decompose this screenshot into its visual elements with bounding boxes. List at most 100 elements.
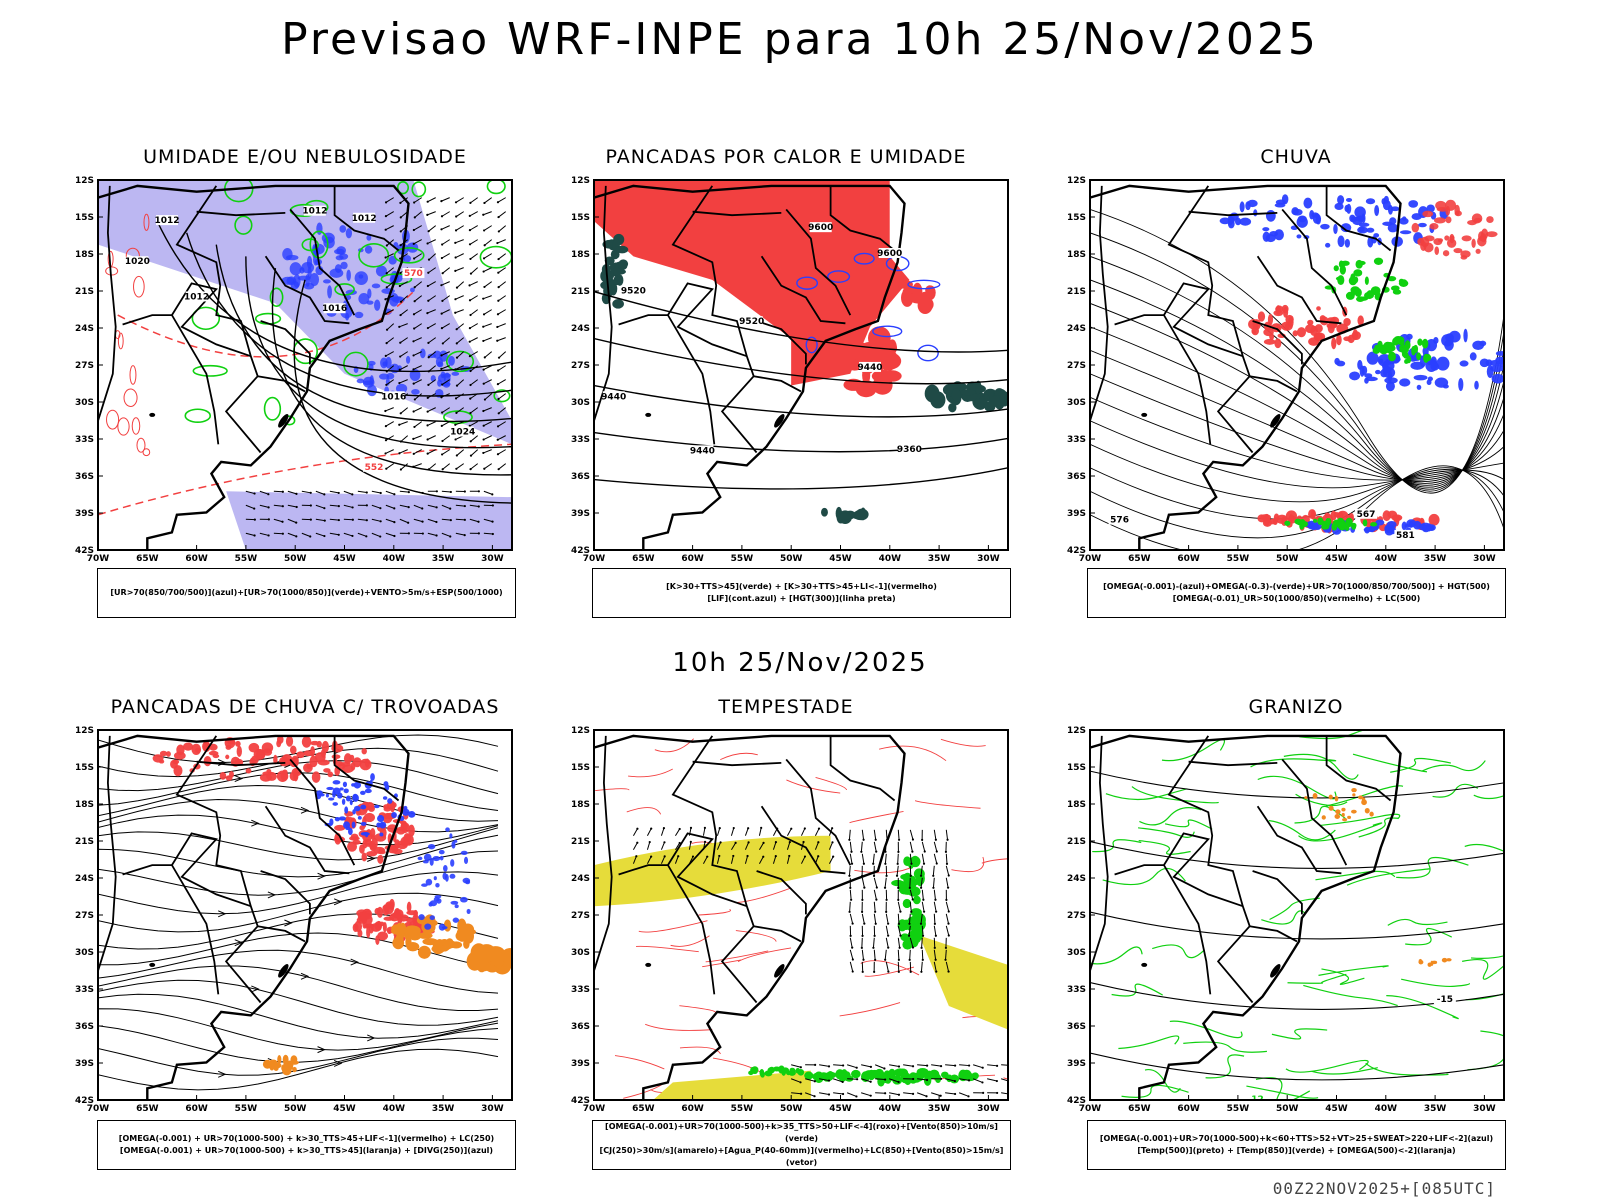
temp850-line [1320, 813, 1401, 827]
lat-label: 36S [75, 472, 94, 482]
wind-vector-head [869, 1094, 872, 1097]
wind-vector [897, 913, 900, 924]
state-border [264, 255, 350, 325]
data-blob [1331, 337, 1337, 350]
wind-vector [428, 463, 437, 470]
lat-label: 18S [571, 250, 590, 260]
data-blob [1404, 358, 1409, 364]
wind-vector-head [848, 874, 851, 877]
wind-vector [897, 949, 900, 960]
wind-vector-head [427, 370, 430, 373]
wind-vector-head [399, 341, 402, 344]
wind-vector-head [449, 519, 452, 522]
data-blob [900, 919, 914, 928]
green-contour [445, 350, 475, 373]
data-blob [1262, 227, 1270, 232]
data-blob [1364, 276, 1369, 285]
data-blob [380, 357, 388, 369]
wind-vector [833, 1092, 844, 1095]
data-blob [1354, 206, 1366, 219]
wind-vector [660, 856, 666, 864]
wind-vector-head [497, 412, 500, 415]
contour-label-bg [898, 444, 921, 455]
lc850-line [815, 777, 847, 791]
lon-label: 50W [1276, 554, 1299, 564]
wind-vector [442, 435, 451, 442]
contour-label: 1016 [322, 304, 347, 314]
wind-vector [315, 532, 325, 537]
wind-vector [873, 829, 877, 840]
wind-vector-head [455, 384, 459, 387]
wind-vector-head [774, 854, 777, 858]
wind-vector-head [497, 271, 500, 274]
data-blob [405, 355, 411, 364]
state-border [1163, 282, 1244, 358]
wind-vector-head [851, 970, 854, 973]
data-blob [1436, 356, 1450, 371]
wind-vector-head [427, 468, 430, 471]
wind-vector-head [678, 841, 681, 845]
lat-label: 30S [571, 948, 590, 958]
data-blob [328, 797, 335, 801]
wind-vector [786, 828, 792, 836]
wind-vector [497, 435, 506, 441]
data-blob [1334, 202, 1344, 211]
data-blob [1328, 805, 1334, 811]
data-blob [433, 897, 440, 902]
contour-label: 9440 [857, 363, 882, 373]
wind-vector [498, 211, 507, 218]
wind-vector [386, 323, 395, 331]
wind-vector-head [440, 284, 443, 287]
temp850-line [1092, 839, 1142, 853]
wind-vector-head [469, 440, 472, 443]
data-blob [618, 259, 629, 269]
legend-line: [K>30+TTS>45](verde) + [K>30+TTS>45+LI<-… [666, 582, 937, 591]
streamline-arrow [218, 910, 227, 918]
lc850-line [638, 920, 708, 933]
streamline [98, 814, 499, 846]
wind-vector-head [920, 970, 923, 973]
state-border [1188, 210, 1278, 217]
wind-vector [287, 518, 297, 524]
wind-vector-head [832, 855, 835, 858]
lon-label: 70W [87, 554, 110, 564]
data-blob [1281, 304, 1289, 313]
wind-vector-head [496, 438, 499, 441]
wind-vector-head [921, 958, 924, 961]
data-blob [1413, 344, 1419, 354]
wind-vector [455, 309, 464, 314]
data-blob [1373, 257, 1384, 265]
wind-vector [873, 901, 876, 912]
wind-vector-head [421, 520, 424, 523]
legend-line: [LIF](cont.azul) + [HGT(300)](linha pret… [707, 594, 896, 603]
data-blob [366, 926, 371, 939]
lc850-line [914, 800, 981, 809]
wind-vector-head [441, 272, 444, 275]
data-blob [1219, 217, 1231, 225]
lon-label: 45W [333, 1104, 356, 1114]
data-blob [1459, 360, 1469, 367]
wind-vector-head [873, 934, 876, 937]
wind-vector-head [935, 970, 938, 973]
wind-vector-head [921, 934, 925, 937]
data-blob [363, 812, 376, 823]
lat-label: 15S [75, 213, 94, 223]
wind-vector-head [399, 313, 402, 317]
data-blob [452, 917, 460, 923]
green-contour [263, 396, 282, 421]
data-blob [449, 873, 456, 879]
state-border [667, 282, 748, 358]
data-blob [351, 783, 356, 787]
wind-vector [897, 829, 900, 840]
lat-label: 21S [1067, 837, 1086, 847]
data-blob [1296, 327, 1307, 338]
lif-contour [917, 344, 939, 362]
lc850-line [981, 858, 1008, 864]
wind-vector-head [413, 216, 416, 219]
temp850-line [1261, 910, 1306, 925]
lake [645, 412, 652, 417]
data-blob [466, 908, 471, 915]
data-blob [406, 901, 412, 913]
wind-vector [744, 842, 750, 850]
